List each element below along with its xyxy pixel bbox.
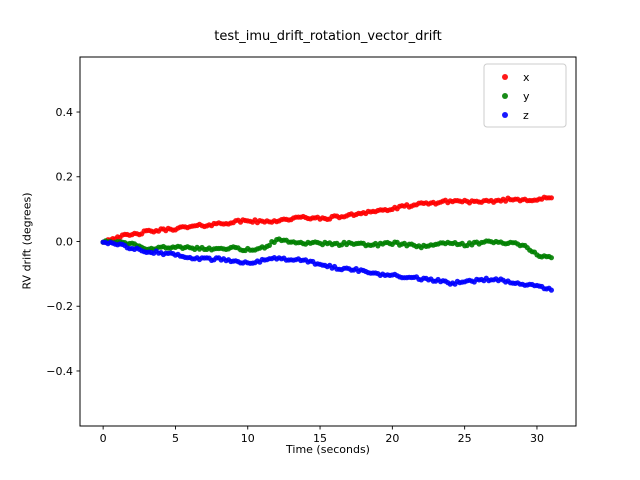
svg-text:20: 20 (385, 432, 399, 445)
svg-text:15: 15 (313, 432, 327, 445)
legend-marker-y (502, 93, 508, 99)
legend: xyz (483, 63, 567, 128)
legend-marker-z (502, 112, 508, 118)
svg-text:−0.2: −0.2 (46, 300, 73, 313)
svg-text:0.2: 0.2 (56, 171, 74, 184)
series-z (100, 239, 555, 293)
svg-text:0.4: 0.4 (56, 106, 74, 119)
svg-text:25: 25 (458, 432, 472, 445)
x-axis-label: Time (seconds) (286, 443, 370, 456)
svg-text:5: 5 (172, 432, 179, 445)
y-axis-ticks: −0.4 −0.2 0.0 0.2 0.4 (46, 106, 80, 378)
legend-label-y: y (523, 90, 530, 103)
svg-text:30: 30 (530, 432, 544, 445)
legend-marker-x (502, 74, 508, 80)
svg-text:0.0: 0.0 (56, 235, 74, 248)
x-axis-ticks: 0 5 10 15 20 25 30 (100, 426, 544, 445)
series-x (100, 194, 555, 245)
svg-text:10: 10 (241, 432, 255, 445)
legend-label-x: x (523, 71, 530, 84)
svg-text:−0.4: −0.4 (46, 365, 73, 378)
chart-title: test_imu_drift_rotation_vector_drift (214, 29, 442, 44)
legend-label-z: z (523, 109, 529, 122)
series-y (100, 236, 555, 261)
svg-text:0: 0 (100, 432, 107, 445)
